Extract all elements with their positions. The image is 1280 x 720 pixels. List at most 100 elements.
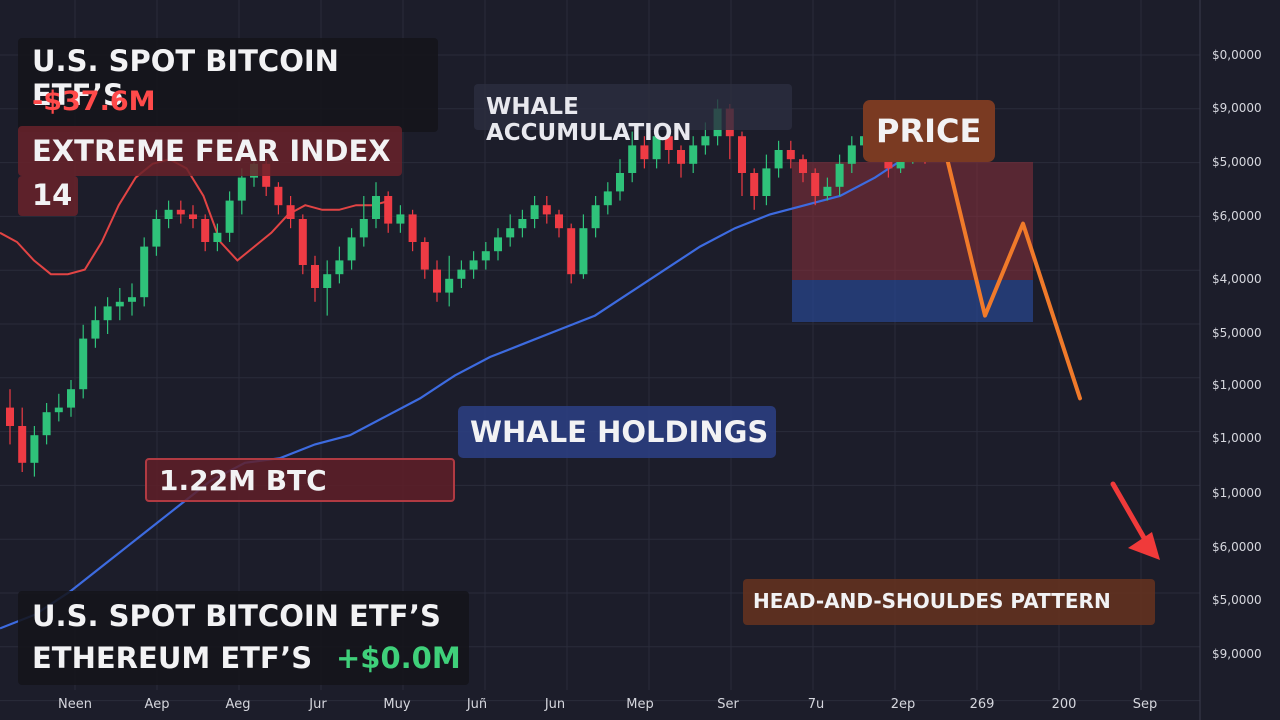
candle <box>616 159 624 201</box>
candle-body <box>311 265 319 288</box>
candle-body <box>469 260 478 270</box>
x-tick-label: Neen <box>58 697 92 712</box>
candle <box>18 407 27 472</box>
y-tick-label: $6,0000 <box>1212 540 1262 554</box>
candle-body <box>274 186 283 206</box>
candle-body <box>30 435 39 463</box>
candle <box>530 196 539 229</box>
candle <box>786 140 795 169</box>
etf-bottom-panel: U.S. SPOT BITCOIN ETF’S ETHEREUM ETF’S +… <box>18 591 469 685</box>
candle <box>140 237 149 307</box>
candle-body <box>189 214 197 219</box>
y-tick-label: $9,0000 <box>1212 647 1262 661</box>
candle-body <box>774 150 783 169</box>
fear-index-line-path <box>0 158 391 276</box>
candle-body <box>6 407 14 426</box>
x-tick-label: Juñ <box>466 697 488 712</box>
candle-body <box>603 191 612 206</box>
candle <box>115 288 124 321</box>
candle <box>274 182 283 215</box>
candle-body <box>103 306 112 321</box>
candle-body <box>530 205 539 219</box>
fear-index-line <box>0 158 391 276</box>
candle-body <box>481 251 490 261</box>
etf-bottom-line1: U.S. SPOT BITCOIN ETF’S <box>32 599 441 633</box>
projection-line <box>943 148 1082 401</box>
candle <box>103 297 112 334</box>
candlestick-series <box>6 99 929 477</box>
candle <box>457 260 466 288</box>
candle <box>79 324 88 399</box>
x-tick-label: Muy <box>383 697 411 712</box>
y-tick-label: $5,0000 <box>1212 155 1262 169</box>
candle-body <box>79 338 88 390</box>
candle <box>128 283 136 316</box>
candle <box>567 223 576 284</box>
whale-holdings-line-path <box>0 135 946 630</box>
candle-body <box>67 389 75 408</box>
y-tick-label: $0,0000 <box>1212 48 1262 62</box>
fear-index-panel: EXTREME FEAR INDEX <box>18 126 402 176</box>
candle-body <box>91 320 100 339</box>
candle <box>774 140 783 178</box>
x-tick-label: Aeg <box>225 697 251 712</box>
fear-zone <box>792 162 1033 280</box>
etf-bottom-line2: ETHEREUM ETF’S <box>32 641 313 675</box>
candle-body <box>237 177 246 201</box>
candle <box>847 136 856 173</box>
candle <box>225 191 234 242</box>
candle-body <box>579 228 588 275</box>
candle-body <box>567 228 576 275</box>
fear-index-value-box: 14 <box>18 176 78 216</box>
candle-body <box>54 407 63 413</box>
candle-body <box>786 150 795 160</box>
candle-body <box>115 301 124 307</box>
candle <box>652 127 661 169</box>
whale-accumulation-text: WHALE ACCUMULATION <box>486 94 692 146</box>
x-tick-label: 2ep <box>890 697 916 712</box>
candle <box>469 251 478 279</box>
candle-body <box>518 219 527 229</box>
candle-body <box>701 136 710 146</box>
y-tick-label: $6,0000 <box>1212 209 1262 223</box>
candle <box>738 131 746 196</box>
y-tick-label: $4,0000 <box>1212 272 1262 286</box>
candle <box>750 168 759 210</box>
candle-body <box>811 173 820 196</box>
candle <box>799 154 807 183</box>
candle <box>42 403 51 445</box>
candle <box>237 168 246 215</box>
x-tick-label: Aep <box>144 697 170 712</box>
candle <box>835 154 844 196</box>
candle-body <box>359 219 368 238</box>
candle <box>420 237 429 279</box>
candle-body <box>616 173 624 192</box>
candle-body <box>298 219 307 265</box>
x-tick-label: 200 <box>1051 697 1077 712</box>
candle <box>628 131 637 183</box>
candle-body <box>128 297 136 302</box>
candle-body <box>445 278 454 293</box>
x-tick-label: 7u <box>807 697 825 712</box>
y-tick-label: $1,0000 <box>1212 486 1262 500</box>
etf-flow-panel: U.S. SPOT BITCOIN ETF’S -$37.6M <box>18 38 438 132</box>
projection-line-path <box>943 148 1082 401</box>
candle-body <box>335 260 344 275</box>
candle <box>433 260 441 302</box>
candle <box>347 228 356 270</box>
candle <box>506 214 515 247</box>
y-tick-label: $5,0000 <box>1212 326 1262 340</box>
fear-index-value: 14 <box>32 178 73 212</box>
x-tick-label: 269 <box>969 697 995 712</box>
candle-body <box>42 412 51 436</box>
btc-amount-text: 1.22M BTC <box>159 464 327 497</box>
x-tick-label: Jur <box>309 697 327 712</box>
x-tick-label: Jun <box>544 697 566 712</box>
y-tick-label: $1,0000 <box>1212 378 1262 392</box>
y-tick-label: $9,0000 <box>1212 101 1262 115</box>
candle-body <box>628 145 637 173</box>
candle-body <box>18 426 27 463</box>
whale-holdings-line <box>0 135 946 630</box>
candle-body <box>847 145 856 164</box>
candle-body <box>555 214 563 229</box>
